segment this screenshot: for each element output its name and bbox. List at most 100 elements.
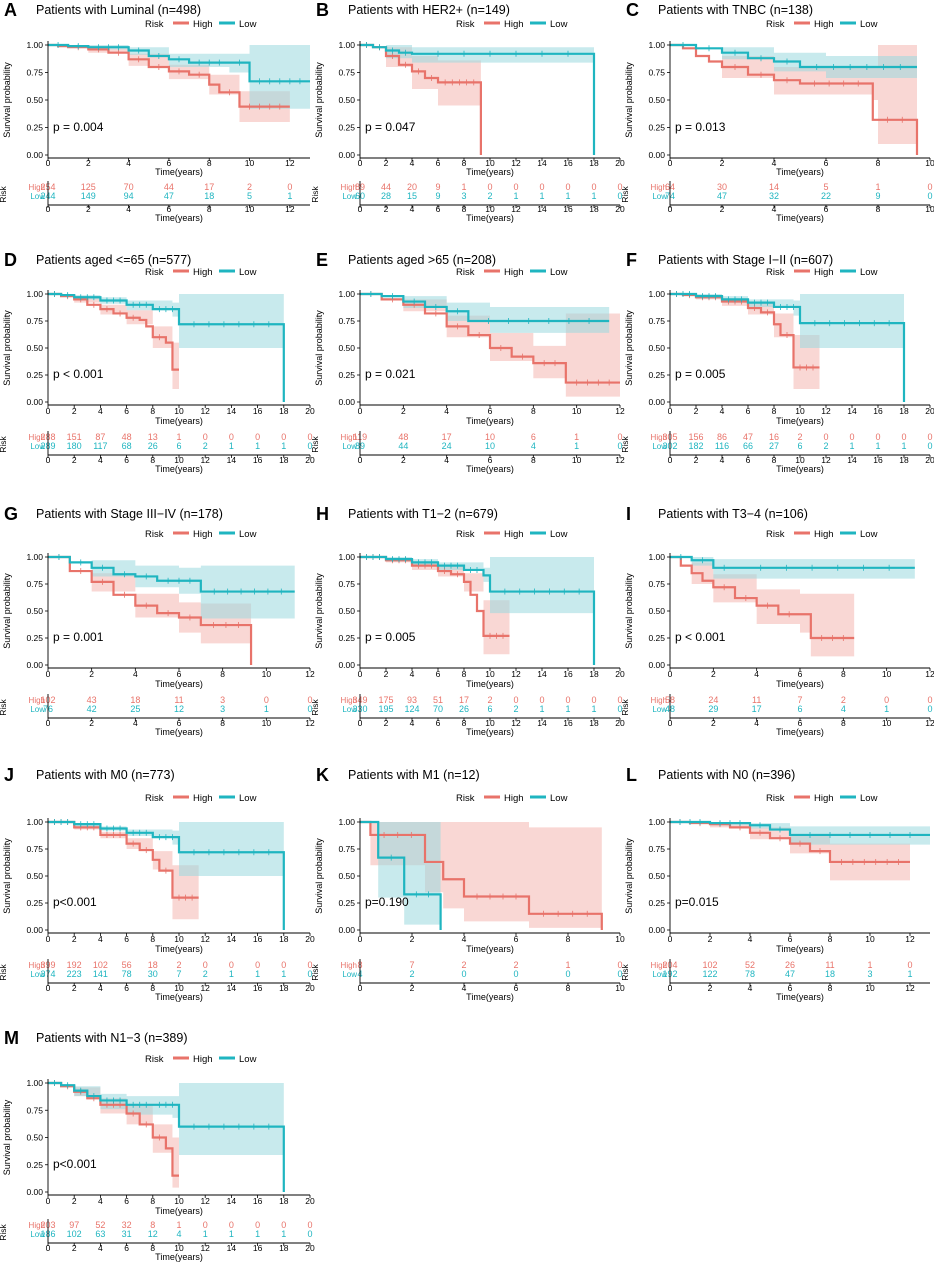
risk-x-tick-label-l: 10	[865, 983, 875, 993]
y-tick-label-d: 1.00	[26, 289, 43, 299]
panel-letter-b: B	[316, 0, 329, 20]
risk-x-tick-label-j: 8	[150, 983, 155, 993]
y-tick-label-c: 0.75	[648, 68, 665, 78]
risk-table-i: Risk HighLow58480242921117476624801100012…	[620, 694, 934, 737]
x-tick-label-h: 12	[511, 669, 521, 679]
panel-letter-g: G	[4, 504, 18, 524]
panel-title-a: Patients with Luminal (n=498)	[36, 3, 201, 17]
risk-count-high-f: 0	[901, 432, 906, 442]
risk-count-low-h: 26	[459, 704, 469, 714]
risk-x-tick-label-i: 10	[882, 718, 892, 728]
risk-x-tick-label-e: 2	[401, 455, 406, 465]
x-tick-label-j: 2	[72, 934, 77, 944]
x-tick-label-g: 2	[89, 669, 94, 679]
risk-count-low-d: 1	[229, 441, 234, 451]
risk-count-low-b: 1	[513, 191, 518, 201]
risk-table-label-f: Risk	[620, 435, 630, 452]
risk-row-label-low-j: Low	[30, 970, 45, 979]
y-tick-label-d: 0.50	[26, 343, 43, 353]
risk-x-tick-label-f: 8	[772, 455, 777, 465]
risk-x-tick-label-g: 10	[262, 718, 272, 728]
risk-count-low-m: 1	[203, 1229, 208, 1239]
x-tick-label-a: 2	[86, 158, 91, 168]
risk-count-low-d: 2	[203, 441, 208, 451]
y-tick-label-a: 1.00	[26, 40, 43, 50]
risk-row-label-high-a: High	[29, 183, 45, 192]
risk-count-high-m: 8	[150, 1220, 155, 1230]
x-tick-label-g: 8	[220, 669, 225, 679]
risk-x-tick-label-d: 8	[150, 455, 155, 465]
x-tick-label-j: 0	[46, 934, 51, 944]
risk-count-high-f: 0	[875, 432, 880, 442]
km-line-low-i	[670, 555, 915, 569]
risk-count-high-b: 0	[513, 182, 518, 192]
y-tick-label-m: 0.25	[26, 1160, 43, 1170]
x-axis-label-e: Time(years)	[466, 416, 514, 426]
risk-table-j: Risk HighLow39937401922232102141456786183…	[0, 959, 315, 1002]
risk-x-tick-label-g: 12	[305, 718, 315, 728]
x-tick-label-j: 4	[98, 934, 103, 944]
panel-i: I Patients with T3−4 (n=106)Risk High LowSu…	[620, 504, 934, 737]
risk-x-tick-label-d: 4	[98, 455, 103, 465]
risk-count-high-j: 102	[93, 960, 108, 970]
x-axis-label-a: Time(years)	[155, 167, 203, 177]
risk-x-tick-label-m: 6	[124, 1243, 129, 1253]
y-tick-label-h: 0.50	[338, 606, 355, 616]
ci-band-low-a	[48, 45, 310, 109]
risk-table-g: Risk HighLow10276043422182541112633801100…	[0, 694, 315, 737]
risk-count-low-m: 102	[67, 1229, 82, 1239]
p-value-m: p<0.001	[53, 1157, 97, 1171]
panel-l: L Patients with N0 (n=396)Risk High LowSurv…	[620, 765, 930, 1002]
panel-letter-a: A	[4, 0, 17, 20]
risk-count-high-g: 11	[174, 695, 183, 705]
y-tick-label-f: 1.00	[648, 289, 665, 299]
y-tick-label-m: 0.50	[26, 1133, 43, 1143]
x-tick-label-d: 2	[72, 406, 77, 416]
x-tick-label-b: 4	[410, 158, 415, 168]
risk-count-low-f: 6	[797, 441, 802, 451]
x-tick-label-a: 6	[167, 158, 172, 168]
x-tick-label-m: 20	[305, 1196, 315, 1206]
risk-count-low-b: 0	[617, 191, 622, 201]
legend-low-label-f: Low	[860, 267, 878, 278]
y-tick-label-f: 0.75	[648, 316, 665, 326]
risk-x-tick-label-h: 6	[436, 718, 441, 728]
risk-count-high-b: 0	[565, 182, 570, 192]
y-tick-label-e: 0.25	[338, 370, 355, 380]
y-tick-label-b: 0.00	[338, 150, 355, 160]
y-tick-label-k: 0.00	[338, 925, 355, 935]
risk-row-label-low-h: Low	[342, 705, 357, 714]
risk-table-label-m: Risk	[0, 1223, 8, 1240]
risk-row-label-low-d: Low	[30, 442, 45, 451]
x-tick-label-k: 2	[410, 934, 415, 944]
x-tick-label-d: 6	[124, 406, 129, 416]
risk-count-high-k: 7	[409, 960, 414, 970]
y-tick-label-k: 0.25	[338, 898, 355, 908]
risk-count-low-a: 94	[124, 191, 134, 201]
x-tick-label-a: 10	[245, 158, 255, 168]
risk-count-high-b: 44	[381, 182, 391, 192]
ci-bands-d	[48, 294, 284, 390]
ci-band-low-d	[48, 294, 284, 348]
risk-x-tick-label-b: 16	[563, 204, 573, 214]
x-tick-label-h: 0	[358, 669, 363, 679]
risk-row-label-low-c: Low	[652, 192, 667, 201]
x-tick-label-f: 12	[821, 406, 831, 416]
risk-count-high-f: 0	[823, 432, 828, 442]
y-tick-label-g: 0.00	[26, 660, 43, 670]
risk-x-tick-label-d: 6	[124, 455, 129, 465]
risk-count-low-i: 1	[884, 704, 889, 714]
panel-m: M Patients with N1−3 (n=389)Risk High LowSu…	[0, 1028, 315, 1262]
y-tick-label-e: 1.00	[338, 289, 355, 299]
risk-x-tick-label-d: 2	[72, 455, 77, 465]
y-tick-label-j: 0.00	[26, 925, 43, 935]
risk-count-low-f: 116	[715, 441, 729, 451]
risk-x-tick-label-b: 12	[511, 204, 521, 214]
x-axis-label-b: Time(years)	[466, 167, 514, 177]
legend-high-label-e: High	[504, 267, 524, 278]
risk-row-label-high-l: High	[651, 961, 667, 970]
panel-title-j: Patients with M0 (n=773)	[36, 768, 175, 782]
y-tick-label-a: 0.75	[26, 68, 43, 78]
risk-count-high-d: 0	[255, 432, 260, 442]
legend-low-label-h: Low	[550, 529, 568, 540]
